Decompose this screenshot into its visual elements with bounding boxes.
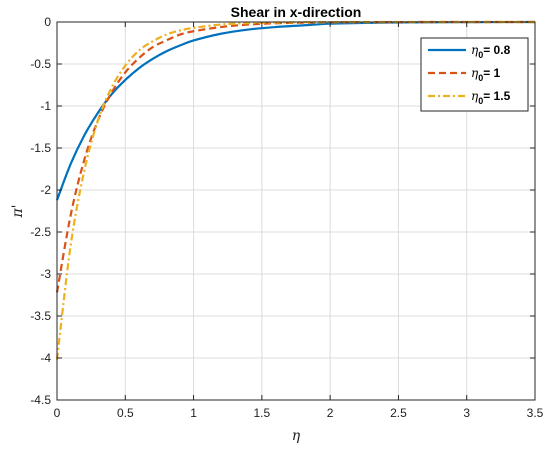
legend: η0= 0.8η0= 1η0= 1.5 [420, 37, 529, 112]
y-axis-label: π' [10, 204, 26, 218]
x-tick-label: 3.5 [527, 406, 544, 420]
plot-frame [56, 21, 536, 401]
legend-value: = 1.5 [483, 89, 510, 103]
legend-label-2: η0= 1 [471, 66, 501, 83]
y-tick-label: 0 [44, 15, 51, 29]
x-tick-label: 2 [327, 406, 334, 420]
legend-symbol: η [471, 89, 479, 103]
legend-subscript: 0 [478, 73, 483, 83]
x-tick-label: 2.5 [390, 406, 407, 420]
y-tick-label: -2 [40, 183, 51, 197]
ticks [56, 21, 536, 401]
x-tick-label: 3 [463, 406, 470, 420]
legend-value: = 1 [483, 66, 500, 80]
x-tick-label: 0.5 [117, 406, 134, 420]
legend-subscript: 0 [478, 96, 483, 106]
legend-symbol: η [471, 43, 479, 57]
y-tick-label: -1 [40, 99, 51, 113]
y-tick-label: -4.5 [30, 393, 51, 407]
y-tick-label: -3.5 [30, 309, 51, 323]
x-tick-label: 1 [190, 406, 197, 420]
legend-label-3: η0= 1.5 [471, 89, 511, 106]
x-tick-labels: 0 0.5 1 1.5 2 2.5 3 3.5 [54, 406, 544, 420]
y-tick-label: -2.5 [30, 225, 51, 239]
chart-title: Shear in x-direction [231, 4, 362, 20]
y-tick-label: -0.5 [30, 57, 51, 71]
y-tick-label: -3 [40, 267, 51, 281]
legend-label-1: η0= 0.8 [471, 43, 511, 60]
y-tick-label: -1.5 [30, 141, 51, 155]
y-tick-label: -4 [40, 351, 51, 365]
x-tick-label: 0 [54, 406, 61, 420]
legend-subscript: 0 [478, 50, 483, 60]
x-tick-label: 1.5 [254, 406, 271, 420]
legend-value: = 0.8 [483, 43, 510, 57]
legend-symbol: η [471, 66, 479, 80]
x-axis-label: η [292, 428, 301, 444]
y-tick-labels: 0 -0.5 -1 -1.5 -2 -2.5 -3 -3.5 -4 -4.5 [30, 15, 51, 407]
